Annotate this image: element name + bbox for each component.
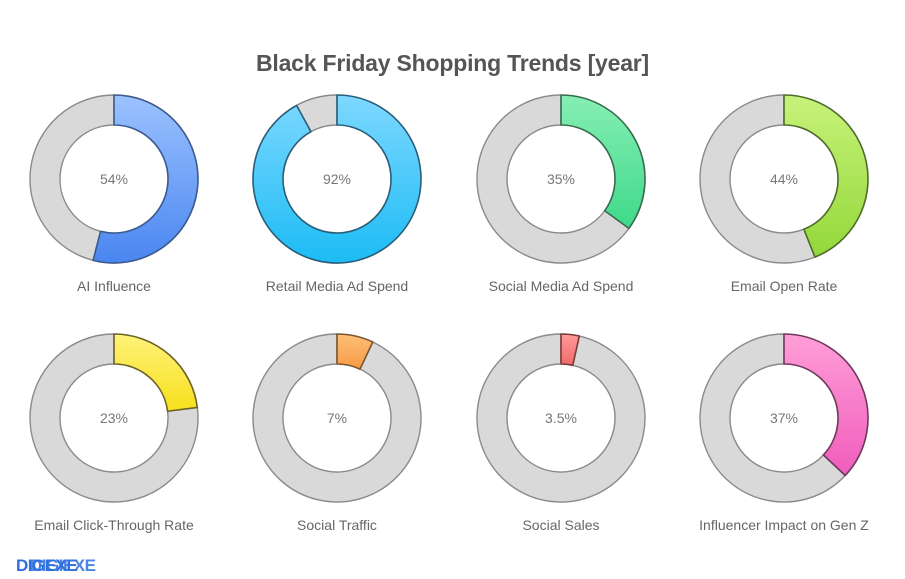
donut-category-label: Influencer Impact on Gen Z	[699, 517, 869, 533]
donut-percent-label: 37%	[770, 410, 798, 426]
donut-value-segment	[92, 94, 199, 264]
donut-category-label: Email Click-Through Rate	[34, 517, 194, 533]
chart-title: Black Friday Shopping Trends [year]	[255, 50, 650, 76]
donut-value-segment	[252, 94, 422, 264]
donut-category-label: Retail Media Ad Spend	[266, 278, 408, 294]
donut-value-segment	[560, 333, 581, 367]
donut-remainder-segment	[699, 94, 816, 264]
donut-remainder-segment	[29, 333, 199, 503]
donut-remainder-segment	[476, 94, 630, 264]
donut-category-label: Social Sales	[522, 517, 599, 533]
donut-remainder-segment	[29, 94, 115, 262]
donut-category-label: Social Traffic	[297, 517, 377, 533]
donut-percent-label: 44%	[770, 171, 798, 187]
donut-remainder-segment	[476, 333, 646, 503]
donut-percent-label: 92%	[323, 171, 351, 187]
donut-percent-label: 3.5%	[545, 410, 577, 426]
watermark-text-a: DIGEXE	[16, 556, 78, 575]
donut-value-segment	[113, 333, 199, 413]
donut-social-media-ad-spend: 35% Social Media Ad Spend	[476, 94, 646, 294]
donut-category-label: Email Open Rate	[731, 278, 838, 294]
donut-social-sales: 3.5% Social Sales	[476, 333, 646, 533]
donut-category-label: Social Media Ad Spend	[489, 278, 634, 294]
donut-remainder-segment	[252, 333, 422, 503]
donut-social-traffic: 7% Social Traffic	[252, 333, 422, 533]
watermark-text-b: DIGIEXE	[30, 556, 96, 575]
donut-value-segment	[783, 94, 869, 258]
donut-value-segment	[336, 333, 374, 370]
donut-remainder-segment	[699, 333, 846, 503]
donut-value-segment	[560, 94, 646, 230]
donut-percent-label: 23%	[100, 410, 128, 426]
donut-email-click-through-rate: 23% Email Click-Through Rate	[29, 333, 199, 533]
donut-percent-label: 35%	[547, 171, 575, 187]
donut-email-open-rate: 44% Email Open Rate	[699, 94, 869, 294]
donut-category-label: AI Influence	[77, 278, 151, 294]
donut-retail-media-ad-spend: 92% Retail Media Ad Spend	[252, 94, 422, 294]
donut-percent-label: 7%	[327, 410, 347, 426]
donut-percent-label: 54%	[100, 171, 128, 187]
watermark-logo: DIGEXE DIGIEXE	[16, 556, 116, 576]
donut-ai-influence: 54% AI Influence	[29, 94, 199, 294]
donut-value-segment	[783, 333, 869, 477]
donut-influencer-impact-on-gen-z: 37% Influencer Impact on Gen Z	[699, 333, 869, 533]
